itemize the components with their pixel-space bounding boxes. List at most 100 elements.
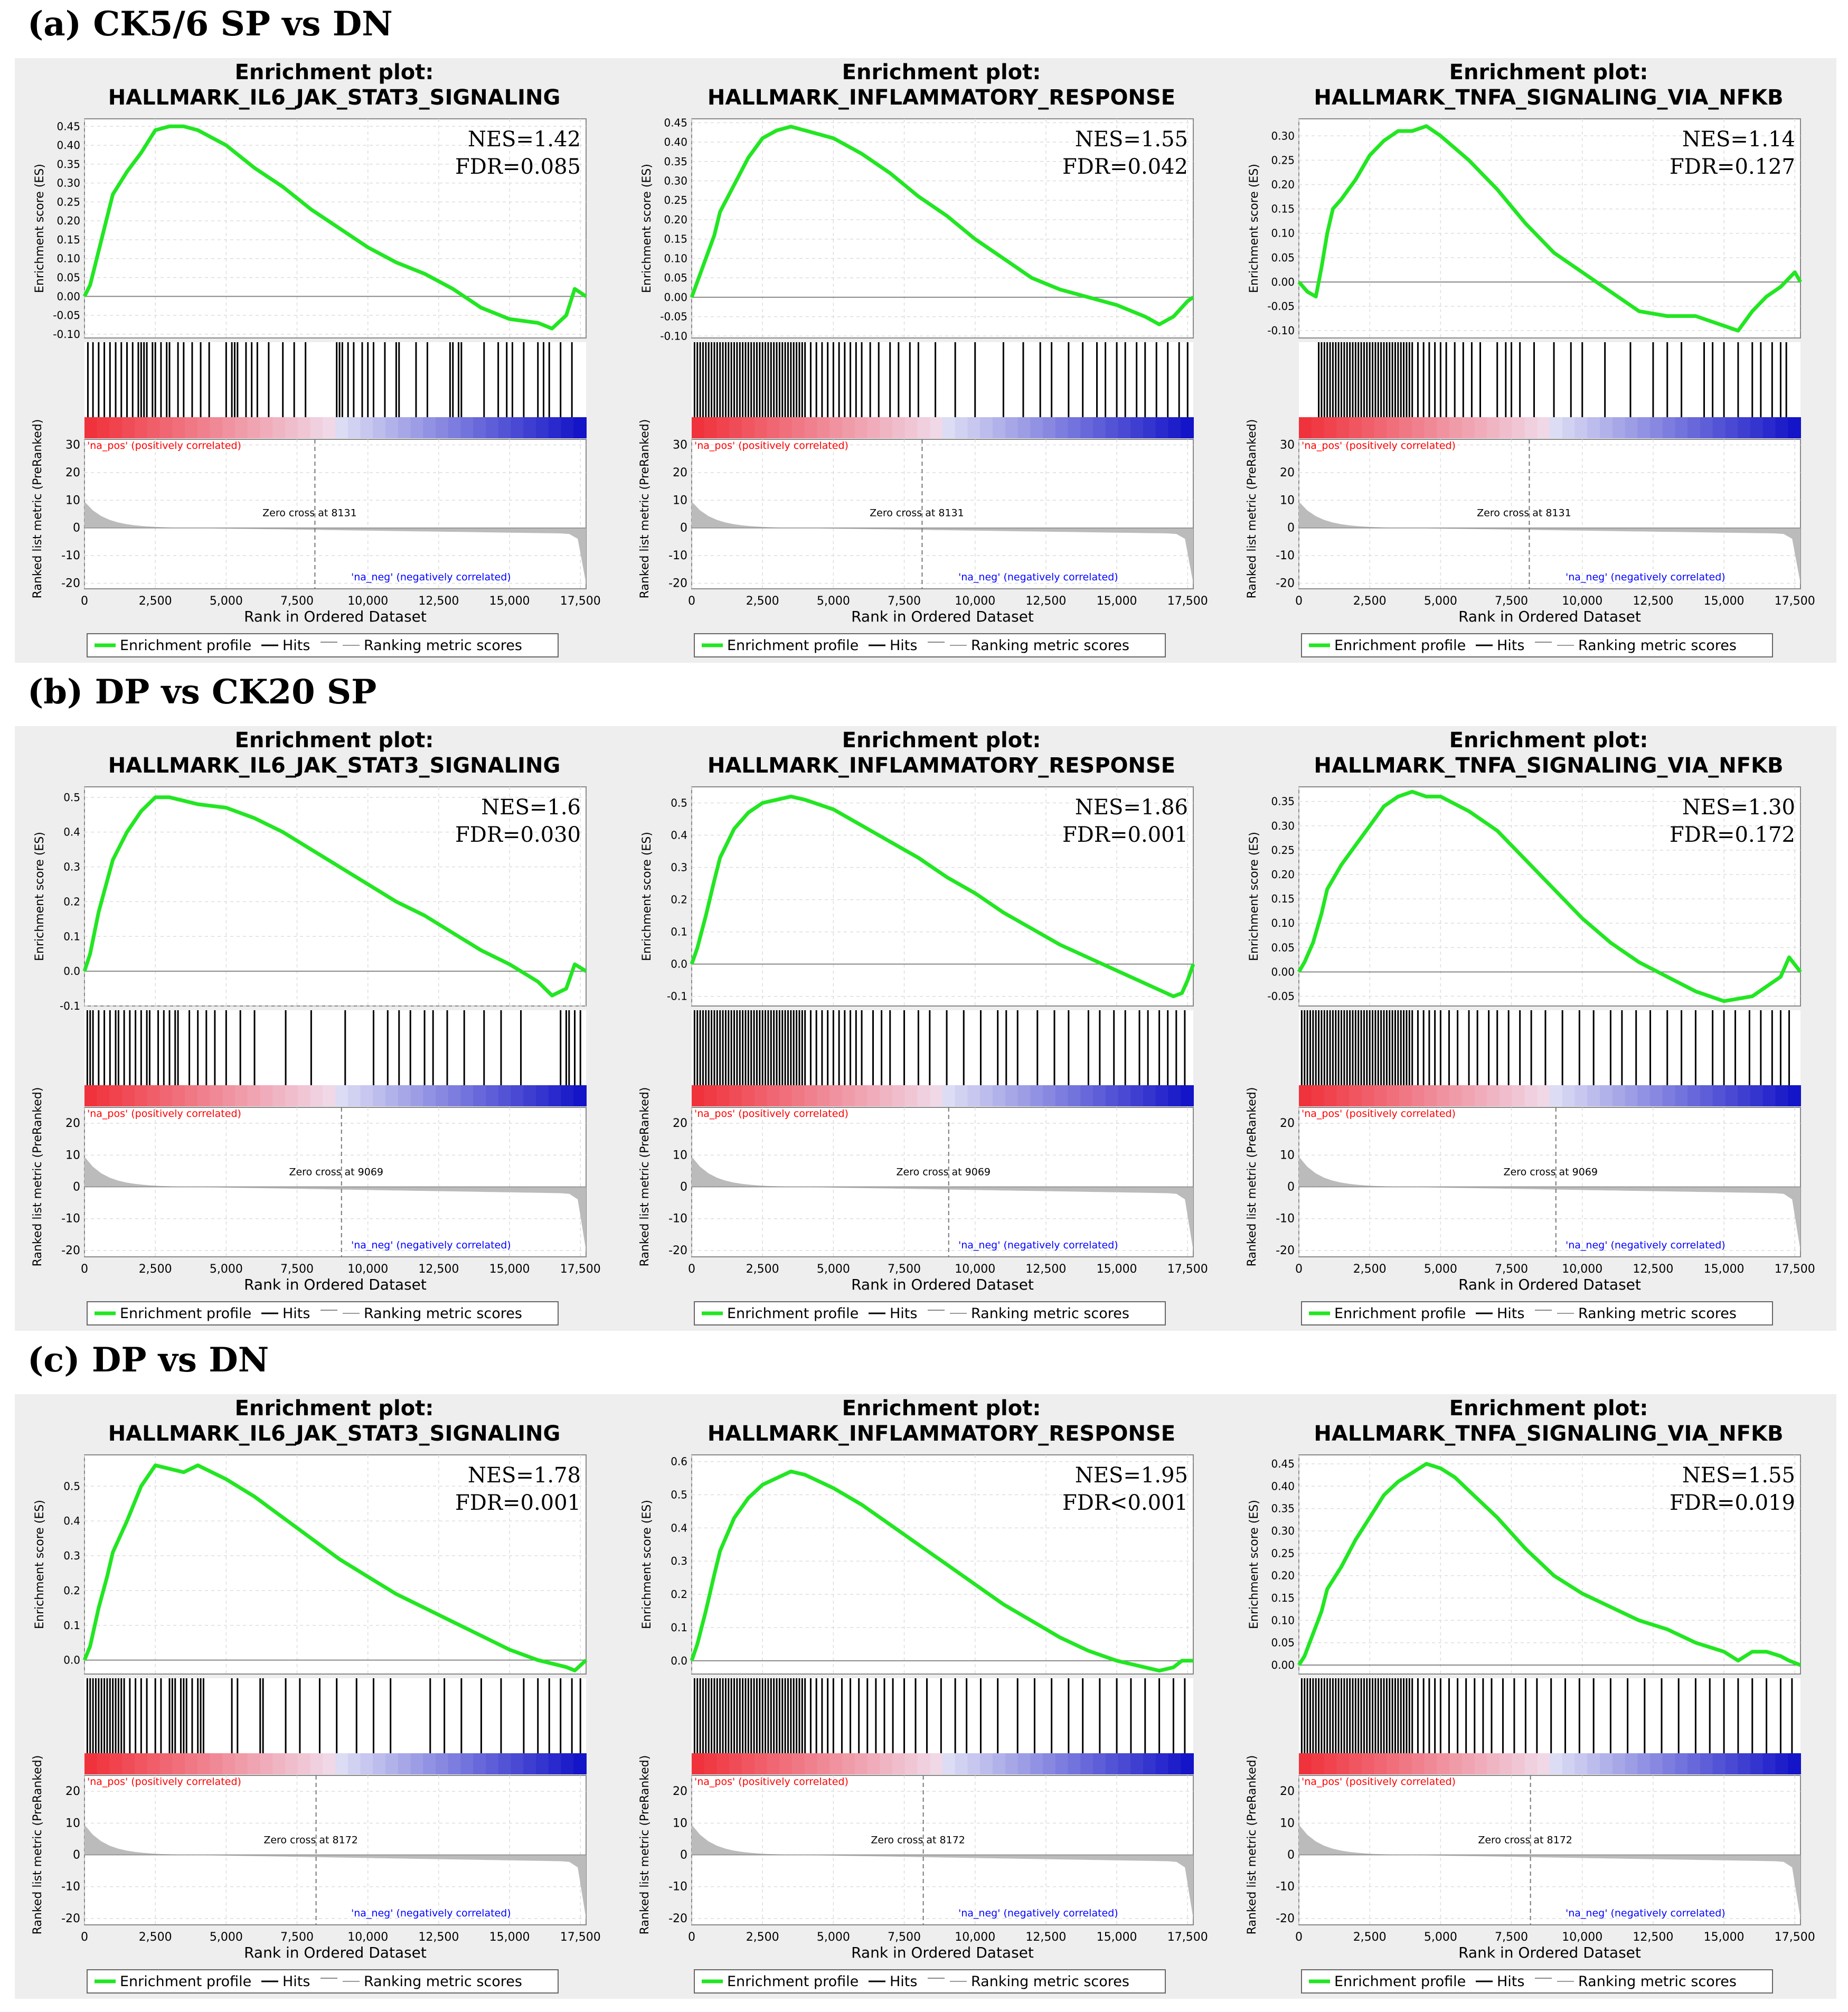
heatmap-cell: [1311, 417, 1325, 438]
heatmap-cell: [536, 1753, 549, 1774]
heatmap-cell: [548, 1753, 562, 1774]
heatmap-cell: [704, 1753, 718, 1774]
heatmap-cell: [1762, 1085, 1776, 1106]
heatmap-cell: [135, 1753, 148, 1774]
es-tick-label: 0.3: [63, 1549, 80, 1562]
x-tick-label: 0: [688, 595, 695, 608]
x-tick-label: 0: [1295, 1931, 1303, 1944]
heatmap-cell: [1650, 417, 1663, 438]
heatmap-cell: [1068, 1085, 1081, 1106]
heatmap-cell: [842, 417, 855, 438]
heatmap-cell: [1750, 1085, 1764, 1106]
es-axis-label: Enrichment score (ES): [1248, 832, 1261, 961]
rank-axis-label: Ranked list metric (PreRanked): [638, 419, 652, 599]
heatmap-cell: [1750, 1753, 1764, 1774]
x-tick-label: 10,000: [1562, 1931, 1602, 1944]
hits-area: [692, 1010, 1193, 1085]
heatmap-cell: [536, 417, 549, 438]
heatmap-cell: [473, 1085, 486, 1106]
pos-correlated-label: 'na_pos' (positively correlated): [694, 440, 848, 452]
nes-label: NES=1.14: [1682, 127, 1795, 152]
heatmap-cell: [1487, 1085, 1500, 1106]
heatmap-cell: [297, 417, 311, 438]
heatmap-cell: [260, 1753, 274, 1774]
heatmap-cell: [97, 417, 110, 438]
heatmap-cell: [385, 417, 399, 438]
enrichment-chart: Enrichment plot:HALLMARK_INFLAMMATORY_RE…: [638, 728, 1208, 1325]
pos-correlated-label: 'na_pos' (positively correlated): [1302, 1776, 1456, 1788]
heatmap-cell: [1349, 1085, 1362, 1106]
heatmap-cell: [272, 1085, 286, 1106]
heatmap-cell: [1336, 417, 1350, 438]
x-axis-label: Rank in Ordered Dataset: [244, 1944, 427, 1961]
plot-title: HALLMARK_INFLAMMATORY_RESPONSE: [708, 1422, 1175, 1446]
heatmap-cell: [1017, 417, 1031, 438]
heatmap-cell: [1080, 1085, 1093, 1106]
heatmap-cell: [1055, 1753, 1069, 1774]
legend-box: [1301, 633, 1773, 657]
plot-title-prefix: Enrichment plot:: [235, 60, 434, 84]
x-tick-label: 0: [81, 595, 88, 608]
es-tick-label: 0.5: [63, 1480, 80, 1492]
heatmap-cell: [222, 417, 235, 438]
heatmap-cell: [548, 1085, 562, 1106]
rank-tick-label: 30: [1280, 438, 1295, 452]
heatmap-cell: [373, 1085, 386, 1106]
heatmap-cell: [523, 1753, 536, 1774]
plot-title: HALLMARK_IL6_JAK_STAT3_SIGNALING: [108, 86, 561, 110]
rank-plot-area: [84, 1107, 587, 1257]
rank-axis-label: Ranked list metric (PreRanked): [31, 1755, 44, 1935]
plot-title-prefix: Enrichment plot:: [235, 728, 434, 753]
fdr-label: FDR=0.030: [455, 823, 581, 847]
es-tick-label: 0.20: [1271, 1569, 1295, 1582]
rank-plot-area: [1298, 1107, 1801, 1257]
legend-profile-label: Enrichment profile: [727, 1305, 859, 1322]
es-tick-label: 0.00: [56, 290, 80, 303]
heatmap-cell: [1324, 1085, 1337, 1106]
rank-tick-label: 20: [65, 1785, 80, 1798]
nes-label: NES=1.78: [468, 1463, 581, 1488]
heatmap-cell: [109, 1085, 123, 1106]
heatmap-cell: [742, 417, 755, 438]
heatmap-cell: [1311, 1085, 1325, 1106]
heatmap-cell: [460, 1753, 474, 1774]
x-tick-label: 17,500: [560, 595, 601, 608]
x-tick-label: 5,000: [210, 1931, 243, 1944]
heatmap-cell: [1336, 1753, 1350, 1774]
heatmap-cell: [347, 417, 361, 438]
legend-ranking-label: Ranking metric scores: [364, 1973, 522, 1990]
legend-box: [87, 1969, 559, 1994]
x-tick-label: 15,000: [1704, 595, 1745, 608]
heatmap-cell: [1411, 417, 1425, 438]
heatmap-cell: [967, 1753, 981, 1774]
x-tick-label: 15,000: [489, 595, 530, 608]
heatmap-cell: [1650, 1753, 1663, 1774]
heatmap-cell: [880, 417, 893, 438]
x-tick-label: 12,500: [418, 595, 459, 608]
legend-profile-label: Enrichment profile: [120, 637, 251, 654]
legend-profile-label: Enrichment profile: [1334, 1973, 1466, 1990]
heatmap-cell: [1600, 417, 1613, 438]
es-tick-label: 0.3: [671, 1555, 687, 1567]
fdr-label: FDR=0.042: [1062, 155, 1188, 179]
es-tick-label: 0.4: [63, 1515, 80, 1527]
heatmap-cell: [523, 417, 536, 438]
es-tick-label: 0.2: [671, 1588, 687, 1601]
es-plot-area: [691, 786, 1194, 1007]
heatmap-cell: [1005, 417, 1019, 438]
enrichment-panel: Enrichment plot: HALLMARK_INFLAMMATORY_RE…: [622, 58, 1229, 663]
x-tick-label: 5,000: [1424, 1263, 1457, 1276]
rank-tick-label: -10: [61, 1212, 80, 1226]
heatmap-cell: [498, 1753, 512, 1774]
es-axis-label: Enrichment score (ES): [640, 164, 654, 293]
x-tick-label: 5,000: [817, 1931, 850, 1944]
legend-profile-label: Enrichment profile: [120, 1973, 251, 1990]
heatmap-cell: [436, 1753, 449, 1774]
plot-title: HALLMARK_IL6_JAK_STAT3_SIGNALING: [108, 1422, 561, 1446]
heatmap-cell: [297, 1753, 311, 1774]
es-tick-label: 0.1: [63, 930, 80, 943]
rank-axis-label: Ranked list metric (PreRanked): [638, 1755, 652, 1935]
es-tick-label: 0.05: [56, 271, 80, 284]
enrichment-profile-line: [690, 1469, 1193, 1673]
heatmap-cell: [1500, 1085, 1513, 1106]
